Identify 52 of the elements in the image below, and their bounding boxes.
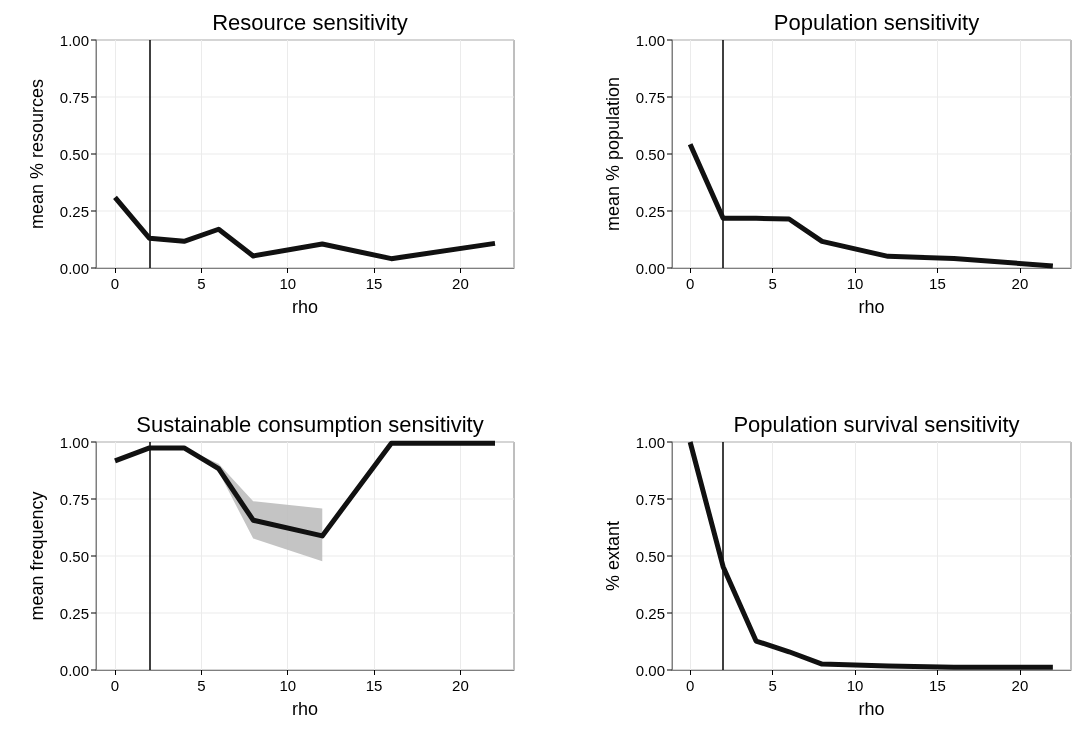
x-tick-label: 15 — [929, 677, 946, 694]
x-tick-label: 20 — [452, 275, 469, 292]
x-tick-label: 10 — [846, 275, 864, 292]
y-tick-label: 0.00 — [59, 259, 89, 277]
chart-title: Sustainable consumption sensitivity — [136, 411, 484, 437]
y-tick-label: 1.00 — [59, 433, 89, 451]
x-tick-label: 0 — [110, 677, 120, 694]
x-tick-label: 15 — [365, 677, 383, 694]
x-tick-label: 0 — [110, 275, 120, 292]
y-tick-label: 1.00 — [635, 31, 665, 49]
x-axis-title: rho — [291, 699, 319, 719]
x-tick-label: 5 — [197, 275, 206, 292]
y-tick-label: 0.50 — [59, 547, 89, 565]
chart-title: Population sensitivity — [773, 9, 980, 35]
chart-title: Resource sensitivity — [212, 9, 408, 35]
x-tick-label: 20 — [1011, 275, 1029, 292]
y-axis-title: mean % resources — [27, 78, 47, 230]
x-tick-label: 20 — [452, 677, 469, 694]
y-axis-title: mean frequency — [27, 491, 47, 621]
y-tick-label: 0.50 — [635, 145, 665, 163]
y-tick-label: 0.75 — [635, 88, 665, 106]
x-tick-label: 0 — [685, 677, 695, 694]
x-axis-title: rho — [291, 297, 319, 317]
x-tick-label: 20 — [1011, 677, 1029, 694]
y-tick-label: 0.25 — [59, 202, 89, 220]
y-tick-label: 0.75 — [59, 88, 89, 106]
y-tick-label: 0.00 — [59, 661, 89, 679]
x-tick-label: 10 — [279, 275, 297, 292]
x-tick-label: 5 — [768, 677, 777, 694]
y-axis-title: % extant — [603, 520, 623, 592]
y-tick-label: 0.00 — [635, 259, 665, 277]
y-tick-label: 0.75 — [59, 490, 89, 508]
x-tick-label: 10 — [279, 677, 297, 694]
x-tick-label: 5 — [197, 677, 206, 694]
y-tick-label: 1.00 — [635, 433, 665, 451]
x-tick-label: 0 — [685, 275, 695, 292]
y-tick-label: 0.25 — [59, 604, 89, 622]
x-tick-label: 15 — [929, 275, 946, 292]
x-tick-label: 5 — [768, 275, 777, 292]
y-tick-label: 0.50 — [59, 145, 89, 163]
x-tick-label: 10 — [846, 677, 864, 694]
y-tick-label: 1.00 — [59, 31, 89, 49]
y-tick-label: 0.25 — [635, 202, 665, 220]
y-axis-title: mean % population — [603, 76, 623, 232]
x-tick-label: 15 — [365, 275, 383, 292]
y-tick-label: 0.50 — [635, 547, 665, 565]
chart-title: Population survival sensitivity — [733, 411, 1020, 437]
y-tick-label: 0.00 — [635, 661, 665, 679]
x-axis-title: rho — [858, 297, 885, 317]
y-tick-label: 0.75 — [635, 490, 665, 508]
y-tick-label: 0.25 — [635, 604, 665, 622]
x-axis-title: rho — [858, 699, 885, 719]
